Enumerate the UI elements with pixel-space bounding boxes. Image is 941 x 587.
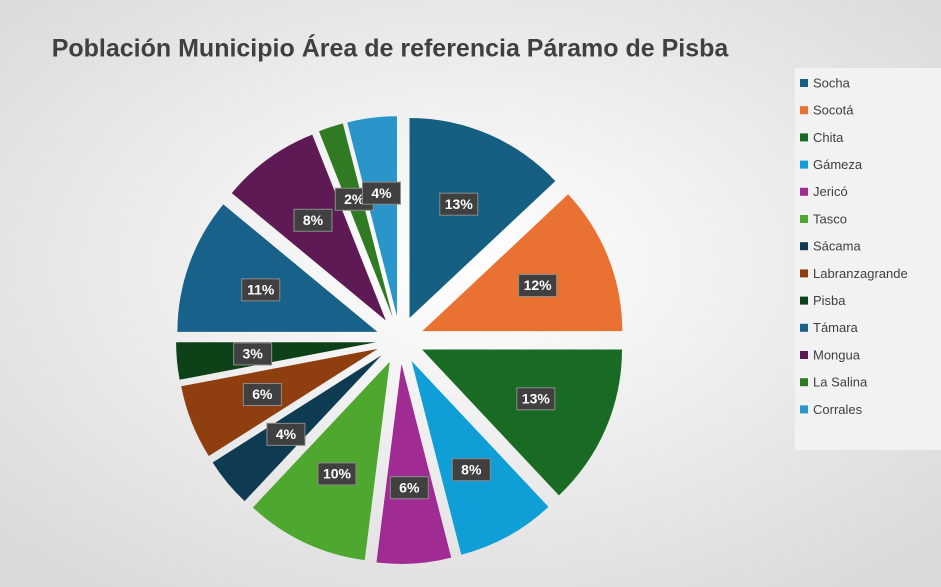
legend-swatch <box>800 215 808 223</box>
data-label: 6% <box>252 386 273 402</box>
legend-label: Corrales <box>813 402 863 417</box>
data-label-box <box>266 422 306 446</box>
data-label-box <box>516 387 556 411</box>
legend-label: Pisba <box>813 293 846 308</box>
legend-label: La Salina <box>813 375 868 390</box>
data-label: 6% <box>399 479 420 495</box>
pie-slice <box>252 361 390 561</box>
legend-swatch <box>800 133 808 142</box>
data-label-box <box>439 192 479 216</box>
data-label-group: 4% <box>361 181 401 205</box>
data-label-box <box>518 274 558 298</box>
legend-label: Chita <box>813 130 844 145</box>
legend-label: Tasco <box>813 211 847 226</box>
data-label: 13% <box>522 390 551 406</box>
pie-slice <box>318 123 393 318</box>
data-label: 12% <box>524 277 553 293</box>
pie-slice <box>411 361 549 555</box>
data-label-box <box>361 181 401 205</box>
pie-slice <box>422 194 623 332</box>
legend-swatch <box>800 323 808 332</box>
pie-slice <box>422 349 623 496</box>
legend-label: Socha <box>813 75 851 90</box>
chart-title: Población Municipio Área de referencia P… <box>52 34 730 63</box>
pie-slice <box>376 363 452 564</box>
legend-swatch <box>800 378 808 387</box>
legend-swatch <box>800 106 808 115</box>
data-label-group: 6% <box>242 382 282 406</box>
legend-label: Labranzagrande <box>813 266 908 281</box>
legend-box <box>795 68 941 450</box>
data-label: 4% <box>276 426 297 442</box>
legend-label: Socotá <box>813 103 854 118</box>
pie-slice <box>347 116 397 317</box>
legend-label: Gámeza <box>813 157 863 172</box>
data-label-group: 3% <box>233 342 273 366</box>
data-label: 8% <box>303 212 324 228</box>
data-label-box <box>233 342 273 366</box>
data-label-box <box>242 382 282 406</box>
legend-swatch <box>800 351 808 359</box>
data-label-group: 8% <box>293 208 333 232</box>
data-label-group: 13% <box>516 387 556 411</box>
pie-slice <box>176 342 377 380</box>
legend-swatch <box>800 242 808 251</box>
data-label-group: 13% <box>439 192 479 216</box>
data-label-box <box>293 208 333 232</box>
legend-swatch <box>800 160 808 169</box>
data-label: 8% <box>461 461 482 477</box>
legend-swatch <box>800 269 808 278</box>
data-label-group: 12% <box>518 274 558 298</box>
data-label-box <box>317 462 357 486</box>
data-label-group: 11% <box>241 278 281 302</box>
data-label: 11% <box>247 282 275 298</box>
data-label: 4% <box>371 185 392 201</box>
data-label-group: 8% <box>451 458 491 482</box>
data-label: 10% <box>323 466 352 482</box>
legend-label: Támara <box>813 320 859 335</box>
legend-label: Jericó <box>813 184 848 199</box>
legend-swatch <box>800 296 808 305</box>
data-label-box <box>451 458 491 482</box>
legend-swatch <box>800 187 808 196</box>
data-label-group: 6% <box>389 476 429 500</box>
pie-slice <box>177 204 378 332</box>
pie-slice <box>409 117 556 318</box>
data-label: 13% <box>445 196 474 212</box>
data-label-box <box>241 278 281 302</box>
data-label-group: 4% <box>266 422 306 446</box>
legend-label: Mongua <box>813 347 861 362</box>
data-label: 3% <box>243 346 264 362</box>
data-label-box <box>389 476 429 500</box>
legend-label: Sácama <box>813 239 861 254</box>
legend-swatch <box>800 79 808 87</box>
data-label-group: 10% <box>317 462 357 486</box>
legend-swatch <box>800 405 808 414</box>
data-label: 2% <box>344 191 365 207</box>
